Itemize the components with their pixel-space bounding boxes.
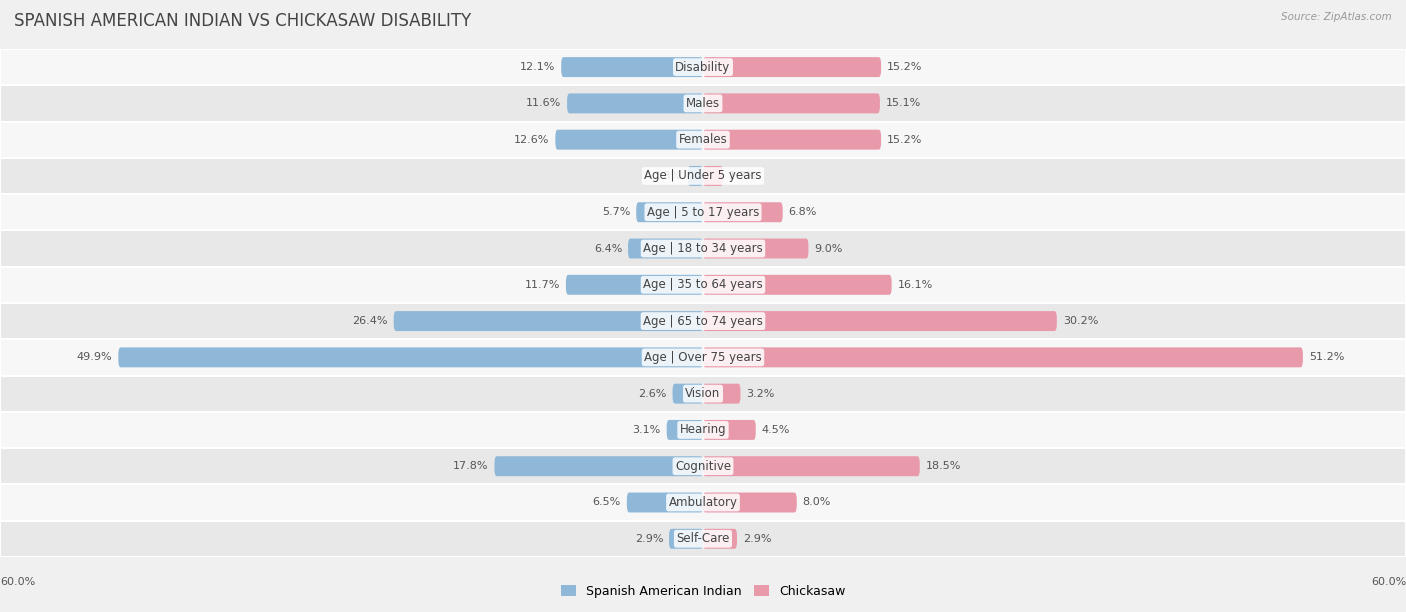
Text: 2.9%: 2.9%	[742, 534, 772, 544]
FancyBboxPatch shape	[703, 529, 737, 549]
Text: SPANISH AMERICAN INDIAN VS CHICKASAW DISABILITY: SPANISH AMERICAN INDIAN VS CHICKASAW DIS…	[14, 12, 471, 30]
Text: 49.9%: 49.9%	[77, 353, 112, 362]
FancyBboxPatch shape	[703, 311, 1057, 331]
Text: 8.0%: 8.0%	[803, 498, 831, 507]
Legend: Spanish American Indian, Chickasaw: Spanish American Indian, Chickasaw	[555, 580, 851, 603]
Text: 15.2%: 15.2%	[887, 135, 922, 144]
FancyBboxPatch shape	[703, 239, 808, 258]
Text: Age | 5 to 17 years: Age | 5 to 17 years	[647, 206, 759, 218]
Text: 11.6%: 11.6%	[526, 99, 561, 108]
Bar	[0, 484, 1406, 521]
Text: 18.5%: 18.5%	[925, 461, 960, 471]
Bar	[0, 158, 1406, 194]
Text: 60.0%: 60.0%	[0, 577, 35, 587]
FancyBboxPatch shape	[628, 239, 703, 258]
FancyBboxPatch shape	[565, 275, 703, 295]
FancyBboxPatch shape	[703, 94, 880, 113]
Text: 1.3%: 1.3%	[654, 171, 682, 181]
FancyBboxPatch shape	[394, 311, 703, 331]
FancyBboxPatch shape	[637, 202, 703, 222]
Bar	[0, 448, 1406, 484]
Text: 2.9%: 2.9%	[634, 534, 664, 544]
Text: 4.5%: 4.5%	[762, 425, 790, 435]
Bar	[0, 230, 1406, 267]
Text: 6.5%: 6.5%	[593, 498, 621, 507]
Text: 2.6%: 2.6%	[638, 389, 666, 398]
Bar	[0, 412, 1406, 448]
Text: 9.0%: 9.0%	[814, 244, 842, 253]
FancyBboxPatch shape	[567, 94, 703, 113]
Bar	[0, 267, 1406, 303]
FancyBboxPatch shape	[555, 130, 703, 150]
FancyBboxPatch shape	[703, 57, 882, 77]
FancyBboxPatch shape	[688, 166, 703, 186]
FancyBboxPatch shape	[672, 384, 703, 404]
Bar	[0, 376, 1406, 412]
Text: Age | 18 to 34 years: Age | 18 to 34 years	[643, 242, 763, 255]
Text: 5.7%: 5.7%	[602, 207, 630, 217]
Text: Males: Males	[686, 97, 720, 110]
FancyBboxPatch shape	[703, 348, 1303, 367]
FancyBboxPatch shape	[703, 384, 741, 404]
Text: 3.1%: 3.1%	[633, 425, 661, 435]
Text: 30.2%: 30.2%	[1063, 316, 1098, 326]
Text: 3.2%: 3.2%	[747, 389, 775, 398]
Text: Age | 65 to 74 years: Age | 65 to 74 years	[643, 315, 763, 327]
Text: Disability: Disability	[675, 61, 731, 73]
FancyBboxPatch shape	[669, 529, 703, 549]
FancyBboxPatch shape	[703, 420, 756, 440]
FancyBboxPatch shape	[703, 166, 723, 186]
Text: 17.8%: 17.8%	[453, 461, 489, 471]
Text: Age | Over 75 years: Age | Over 75 years	[644, 351, 762, 364]
Bar	[0, 194, 1406, 230]
Text: Hearing: Hearing	[679, 424, 727, 436]
FancyBboxPatch shape	[703, 493, 797, 512]
FancyBboxPatch shape	[627, 493, 703, 512]
Text: Age | Under 5 years: Age | Under 5 years	[644, 170, 762, 182]
Text: Females: Females	[679, 133, 727, 146]
Text: 60.0%: 60.0%	[1371, 577, 1406, 587]
FancyBboxPatch shape	[118, 348, 703, 367]
Bar	[0, 339, 1406, 376]
Text: 12.1%: 12.1%	[520, 62, 555, 72]
Text: 6.4%: 6.4%	[593, 244, 621, 253]
Text: 15.1%: 15.1%	[886, 99, 921, 108]
Text: Ambulatory: Ambulatory	[668, 496, 738, 509]
Text: 11.7%: 11.7%	[524, 280, 560, 290]
Text: 26.4%: 26.4%	[353, 316, 388, 326]
Text: 12.6%: 12.6%	[515, 135, 550, 144]
Text: 16.1%: 16.1%	[897, 280, 932, 290]
Bar	[0, 85, 1406, 122]
FancyBboxPatch shape	[561, 57, 703, 77]
Bar	[0, 303, 1406, 339]
Text: Age | 35 to 64 years: Age | 35 to 64 years	[643, 278, 763, 291]
Text: Cognitive: Cognitive	[675, 460, 731, 472]
Bar	[0, 49, 1406, 85]
FancyBboxPatch shape	[666, 420, 703, 440]
FancyBboxPatch shape	[703, 456, 920, 476]
Text: 51.2%: 51.2%	[1309, 353, 1344, 362]
Text: Vision: Vision	[685, 387, 721, 400]
FancyBboxPatch shape	[495, 456, 703, 476]
Text: 6.8%: 6.8%	[789, 207, 817, 217]
FancyBboxPatch shape	[703, 130, 882, 150]
Bar	[0, 521, 1406, 557]
FancyBboxPatch shape	[703, 275, 891, 295]
Text: 15.2%: 15.2%	[887, 62, 922, 72]
Text: Source: ZipAtlas.com: Source: ZipAtlas.com	[1281, 12, 1392, 22]
Text: 1.7%: 1.7%	[728, 171, 758, 181]
Text: Self-Care: Self-Care	[676, 532, 730, 545]
Bar	[0, 122, 1406, 158]
FancyBboxPatch shape	[703, 202, 783, 222]
